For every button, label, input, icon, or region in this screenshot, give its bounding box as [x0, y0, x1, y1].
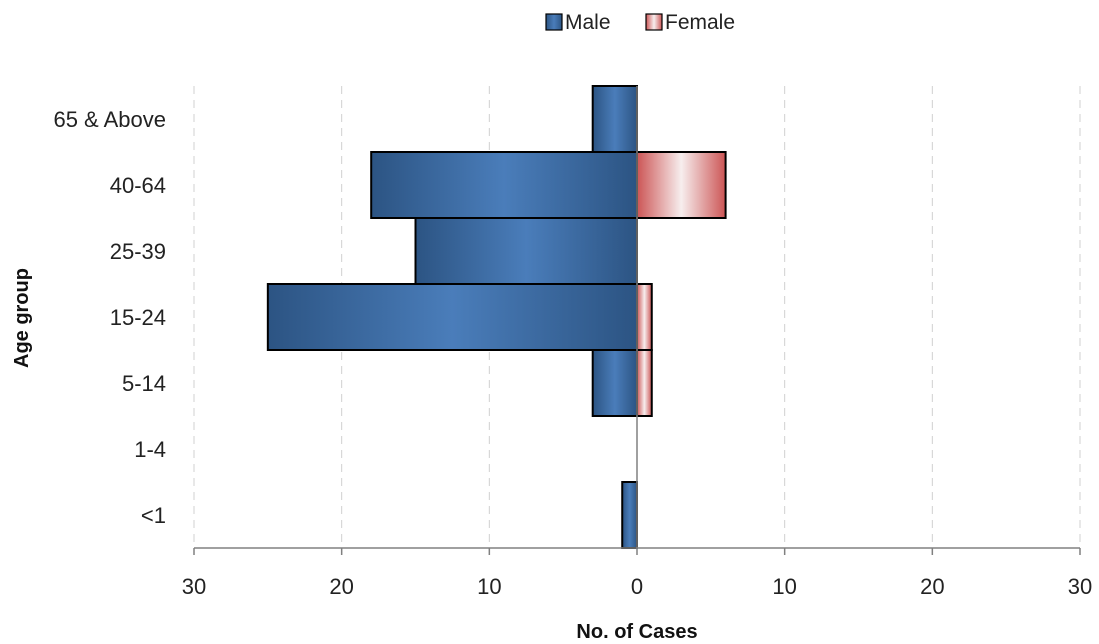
legend-item-female: Female — [645, 11, 735, 34]
y-tick-label: 65 & Above — [53, 107, 166, 132]
x-tick-label: 30 — [182, 574, 206, 599]
bar-female — [636, 349, 653, 417]
bar-male — [266, 283, 638, 351]
x-tick-label: 20 — [329, 574, 353, 599]
axes — [193, 86, 1081, 555]
x-tick-label: 30 — [1068, 574, 1092, 599]
bars — [266, 85, 727, 549]
y-axis-title: Age group — [11, 268, 33, 368]
y-tick-label: 25-39 — [110, 239, 166, 264]
bar-female — [636, 151, 727, 219]
bar-female — [636, 283, 653, 351]
x-tick-label: 20 — [920, 574, 944, 599]
bar-male — [370, 151, 638, 219]
legend-label-male: Male — [565, 11, 611, 34]
x-tick-label: 10 — [477, 574, 501, 599]
legend-label-female: Female — [665, 11, 735, 34]
legend: Male Female — [545, 11, 735, 34]
legend-swatch-male — [545, 13, 563, 31]
y-tick-label: 5-14 — [122, 371, 166, 396]
bar-male — [591, 85, 639, 153]
x-axis-title: No. of Cases — [576, 621, 697, 643]
legend-item-male: Male — [545, 11, 611, 34]
x-tick-label: 0 — [631, 574, 643, 599]
legend-swatch-female — [645, 13, 663, 31]
bar-male — [414, 217, 638, 285]
bar-male — [591, 349, 639, 417]
y-tick-label: 40-64 — [110, 173, 166, 198]
y-tick-labels: 65 & Above 40-64 25-39 15-24 5-14 1-4 <1 — [53, 107, 166, 528]
y-tick-label: 15-24 — [110, 305, 166, 330]
bar-male — [621, 481, 639, 549]
x-tick-labels: 30 20 10 0 10 20 30 — [182, 574, 1092, 599]
y-tick-label: <1 — [141, 503, 166, 528]
x-tick-label: 10 — [772, 574, 796, 599]
y-tick-label: 1-4 — [134, 437, 166, 462]
